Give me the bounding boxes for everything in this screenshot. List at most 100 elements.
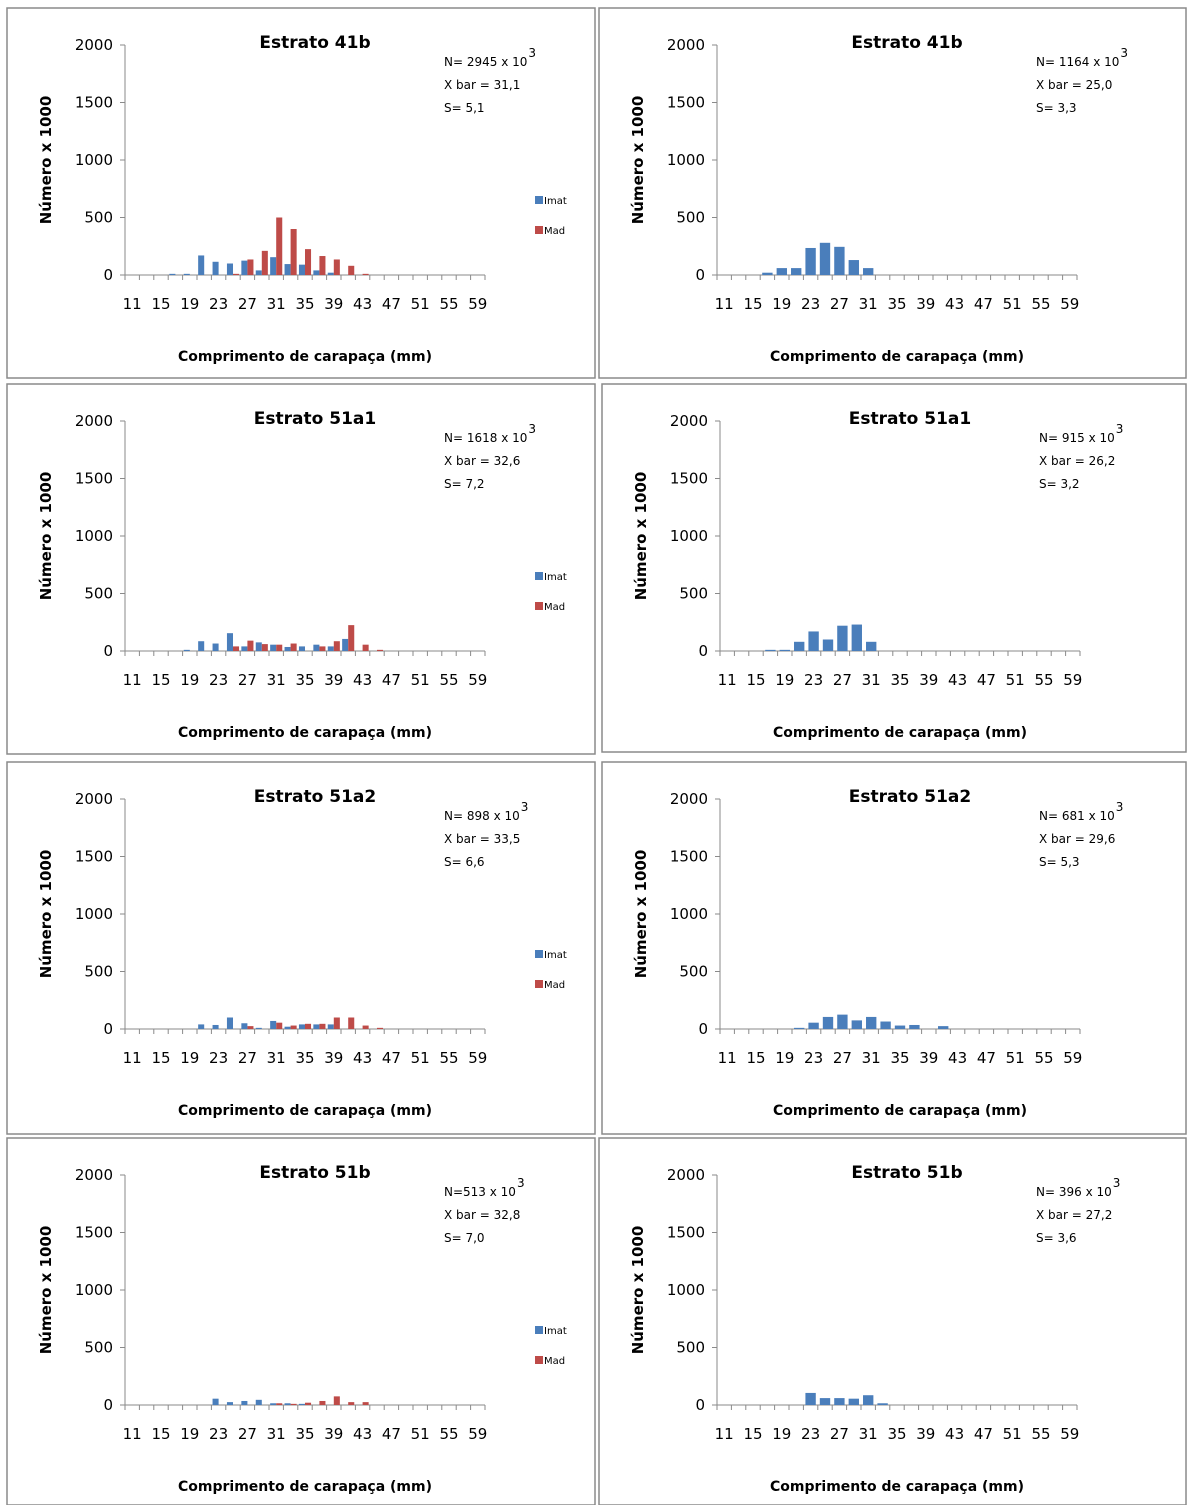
x-tick-label: 47: [977, 671, 996, 689]
bar-imat-39: [327, 1024, 334, 1029]
y-tick-label: 2000: [667, 36, 705, 54]
chart-panel-5: 0 500 1000 1500 2000 11 15 19 23 27 31 35 39 43 47 51 55…: [6, 761, 596, 1135]
bar-series-33: [880, 1021, 891, 1029]
x-tick-label: 39: [916, 1425, 935, 1443]
bar-series-17: [762, 272, 773, 275]
x-tick-label: 31: [862, 1049, 881, 1067]
x-tick-label: 11: [715, 295, 734, 313]
y-tick-label: 1500: [667, 1224, 705, 1242]
x-tick-label: 31: [267, 671, 286, 689]
bar-series-29: [851, 1020, 862, 1029]
stat-n: N= 396 x 10: [1036, 1185, 1112, 1199]
y-tick-label: 1000: [75, 905, 113, 923]
bar-imat-21: [198, 255, 205, 275]
x-tick-label: 43: [353, 671, 372, 689]
x-tick-label: 15: [151, 671, 170, 689]
bar-mad-43: [362, 1402, 369, 1405]
bar-mad-39: [333, 1017, 340, 1029]
bar-imat-35: [298, 1024, 305, 1029]
bar-series-17: [765, 649, 776, 651]
stat-n-exponent: 3: [1116, 422, 1124, 436]
x-tick-label: 47: [974, 1425, 993, 1443]
y-axis-label: Número x 1000: [37, 96, 55, 225]
x-tick-label: 35: [887, 295, 906, 313]
x-tick-label: 47: [974, 295, 993, 313]
stat-n: N= 898 x 10: [444, 809, 520, 823]
bar-series-25: [819, 1398, 831, 1405]
bar-series-23: [808, 631, 819, 651]
x-tick-label: 19: [180, 671, 199, 689]
bar-imat-35: [298, 1403, 305, 1405]
x-axis-label: Comprimento de carapaça (mm): [178, 1479, 432, 1495]
y-tick-label: 0: [103, 1396, 113, 1414]
y-tick-label: 0: [103, 1020, 113, 1038]
bar-mad-41: [348, 1402, 355, 1405]
y-tick-label: 1000: [75, 1281, 113, 1299]
y-tick-label: 1000: [75, 151, 113, 169]
bar-mad-45: [377, 1027, 384, 1029]
bar-imat-25: [226, 1017, 233, 1029]
chart-title: Estrato 51b: [851, 1163, 962, 1183]
x-tick-label: 39: [916, 295, 935, 313]
bar-mad-31: [276, 644, 283, 651]
bar-imat-23: [212, 261, 219, 275]
y-axis-label: Número x 1000: [632, 850, 650, 979]
y-axis-label: Número x 1000: [629, 1226, 647, 1355]
bar-imat-27: [241, 1400, 248, 1405]
x-tick-label: 35: [295, 1049, 314, 1067]
bar-mad-29: [261, 250, 268, 275]
y-tick-label: 500: [84, 963, 113, 981]
bar-imat-21: [198, 1024, 205, 1029]
bar-imat-29: [255, 1399, 262, 1405]
stat-s: S= 3,3: [1036, 101, 1077, 115]
bar-series-27: [834, 246, 845, 275]
panel-border: [6, 761, 596, 1135]
y-tick-label: 1000: [670, 905, 708, 923]
stat-s: S= 3,2: [1039, 477, 1080, 491]
stat-n-exponent: 3: [1120, 46, 1128, 60]
x-tick-label: 55: [1034, 671, 1053, 689]
panel-border: [598, 1137, 1187, 1505]
y-axis-label: Número x 1000: [629, 96, 647, 225]
x-tick-label: 39: [324, 671, 343, 689]
stat-xbar: X bar = 32,8: [444, 1208, 520, 1222]
stat-n-exponent: 3: [1116, 800, 1124, 814]
stat-n-exponent: 3: [521, 800, 529, 814]
bar-imat-33: [284, 264, 291, 275]
bar-series-29: [851, 624, 862, 651]
x-tick-label: 15: [746, 1049, 765, 1067]
stat-s: S= 7,0: [444, 1231, 485, 1245]
bar-series-23: [805, 1392, 816, 1405]
bar-series-23: [805, 247, 816, 275]
x-tick-label: 11: [718, 1049, 737, 1067]
x-tick-label: 43: [353, 1425, 372, 1443]
bar-imat-29: [255, 1027, 262, 1029]
bar-series-33: [877, 1403, 888, 1405]
x-tick-label: 23: [801, 1425, 820, 1443]
x-tick-label: 59: [1063, 1049, 1082, 1067]
y-tick-label: 500: [84, 209, 113, 227]
bar-mad-25: [233, 273, 240, 275]
bar-mad-31: [276, 217, 283, 275]
stat-xbar: X bar = 31,1: [444, 78, 520, 92]
stat-n-exponent: 3: [517, 1176, 525, 1190]
legend-label-imat: Imat: [544, 572, 567, 583]
stat-xbar: X bar = 29,6: [1039, 832, 1115, 846]
bar-mad-41: [348, 625, 355, 651]
chart-title: Estrato 41b: [259, 33, 370, 53]
panel-border: [601, 383, 1187, 753]
bar-imat-23: [212, 643, 219, 651]
legend-swatch-mad: [535, 980, 543, 988]
bar-series-19: [779, 649, 790, 651]
y-tick-label: 2000: [670, 790, 708, 808]
x-tick-label: 59: [1060, 295, 1079, 313]
bar-mad-27: [247, 1026, 254, 1029]
x-tick-label: 15: [151, 295, 170, 313]
x-tick-label: 27: [238, 295, 257, 313]
bar-imat-19: [183, 273, 190, 275]
bar-mad-37: [319, 256, 326, 275]
stat-n: N=513 x 10: [444, 1185, 516, 1199]
y-tick-label: 1500: [667, 94, 705, 112]
y-tick-label: 500: [679, 585, 708, 603]
